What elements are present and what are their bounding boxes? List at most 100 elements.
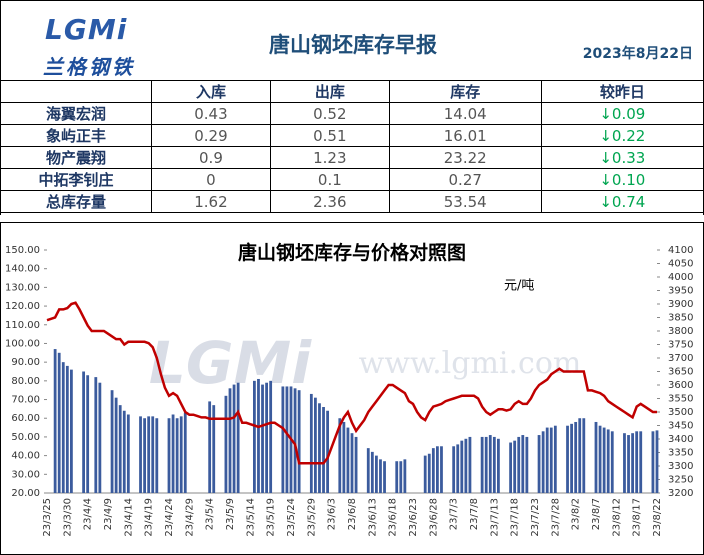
x-tick-label: 23/8/7 (591, 498, 602, 530)
row-name: 象屿正丰 (0, 124, 152, 147)
cell: 0.27 (388, 168, 542, 191)
bar (122, 410, 126, 493)
x-tick-label: 23/6/3 (327, 498, 338, 530)
bar (537, 435, 541, 493)
y-tick-label: 90.00 (11, 357, 40, 368)
x-tick-label: 23/4/14 (123, 498, 134, 537)
bar (436, 446, 439, 493)
cell: 1.23 (269, 146, 390, 169)
x-tick-label: 23/8/17 (632, 498, 643, 537)
x-tick-label: 23/4/4 (83, 498, 94, 530)
bar (151, 416, 155, 493)
bar (167, 418, 171, 493)
bar (598, 425, 602, 493)
bar (285, 386, 289, 493)
bar (326, 410, 329, 493)
bar (179, 416, 183, 493)
cell: 0.9 (151, 146, 271, 169)
x-tick-label: 23/4/19 (144, 498, 155, 537)
bar (460, 440, 464, 493)
x-tick-label: 23/8/22 (652, 498, 663, 537)
bar (468, 436, 472, 493)
cell: 14.04 (388, 102, 542, 125)
brand: 兰格钢铁 (43, 55, 135, 79)
stock-table: 入库 出库 库存 较昨日 海翼宏润 0.43 0.52 14.04 ↓0.09 象屿正丰 0.29 0… (0, 80, 704, 213)
y-tick-label: 120.00 (5, 301, 40, 312)
bar (212, 405, 216, 493)
y2-tick-label: 3600 (668, 380, 693, 391)
watermark: www.lgmi.com (359, 346, 582, 381)
bar (143, 418, 146, 493)
bar (147, 416, 151, 493)
x-tick-label: 23/6/28 (428, 498, 439, 537)
bar (456, 444, 460, 493)
bar (521, 435, 525, 493)
y2-tick-label: 4000 (668, 272, 693, 283)
price-line (46, 301, 657, 465)
cell: 16.01 (388, 124, 542, 147)
table-row: 海翼宏润 0.43 0.52 14.04 ↓0.09 (0, 102, 704, 125)
bar (342, 421, 346, 493)
bar (452, 446, 456, 493)
x-tick-label: 23/5/4 (205, 498, 216, 530)
x-tick-label: 23/5/9 (225, 498, 236, 530)
cell: ↓0.74 (540, 190, 704, 213)
y2-tick-label: 3250 (668, 475, 693, 486)
bar (232, 384, 236, 493)
cell: ↓0.33 (540, 146, 704, 169)
column-header: 入库 (151, 80, 271, 103)
bar (265, 382, 268, 493)
cell: 23.22 (388, 146, 542, 169)
bar (318, 403, 321, 493)
bar (236, 382, 240, 493)
row-name: 中拓李钊庄 (0, 168, 152, 191)
y2-tick-label: 3200 (668, 488, 693, 499)
x-tick-label: 23/5/24 (286, 498, 297, 537)
bar (57, 352, 61, 493)
bar (171, 414, 175, 493)
bar (464, 438, 468, 493)
x-tick-label: 23/7/8 (469, 498, 480, 530)
bar (582, 418, 586, 493)
bar (257, 378, 260, 493)
x-tick-label: 23/4/9 (103, 498, 114, 530)
table-row: 总库存量 1.62 2.36 53.54 ↓0.74 (0, 190, 704, 213)
bar (631, 433, 634, 493)
y-tick-label: 150.00 (5, 245, 40, 256)
bar (403, 459, 407, 493)
bar (578, 418, 582, 493)
corner-cell (0, 80, 152, 103)
bar (383, 461, 386, 493)
bar (86, 375, 90, 493)
cell: 0.1 (269, 168, 390, 191)
y2-tick-label: 3800 (668, 326, 693, 337)
bar (126, 414, 130, 493)
bar (513, 440, 517, 493)
y2-tick-label: 3300 (668, 461, 693, 472)
cell: ↓0.10 (540, 168, 704, 191)
bar (423, 455, 427, 493)
bar (183, 412, 187, 493)
cell: 1.62 (151, 190, 271, 213)
bar (281, 386, 285, 493)
x-tick-label: 23/7/23 (530, 498, 541, 537)
logo: LGMi (45, 13, 128, 46)
x-tick-label: 23/8/12 (611, 498, 622, 537)
bar (139, 416, 142, 493)
table-row: 象屿正丰 0.29 0.51 16.01 ↓0.22 (0, 124, 704, 147)
bar (509, 442, 512, 493)
table-row: 中拓李钊庄 0 0.1 0.27 ↓0.10 (0, 168, 704, 191)
x-tick-label: 23/6/23 (408, 498, 419, 537)
bar (175, 418, 179, 493)
bar (594, 421, 598, 493)
y2-tick-label: 4050 (668, 259, 693, 270)
bar (338, 418, 342, 493)
bar (208, 401, 212, 493)
bar (322, 407, 325, 493)
bar (350, 433, 354, 493)
header-row: 入库 出库 库存 较昨日 (0, 80, 704, 103)
bar (655, 430, 659, 493)
bar (379, 459, 382, 493)
x-tick-label: 23/7/18 (510, 498, 521, 537)
